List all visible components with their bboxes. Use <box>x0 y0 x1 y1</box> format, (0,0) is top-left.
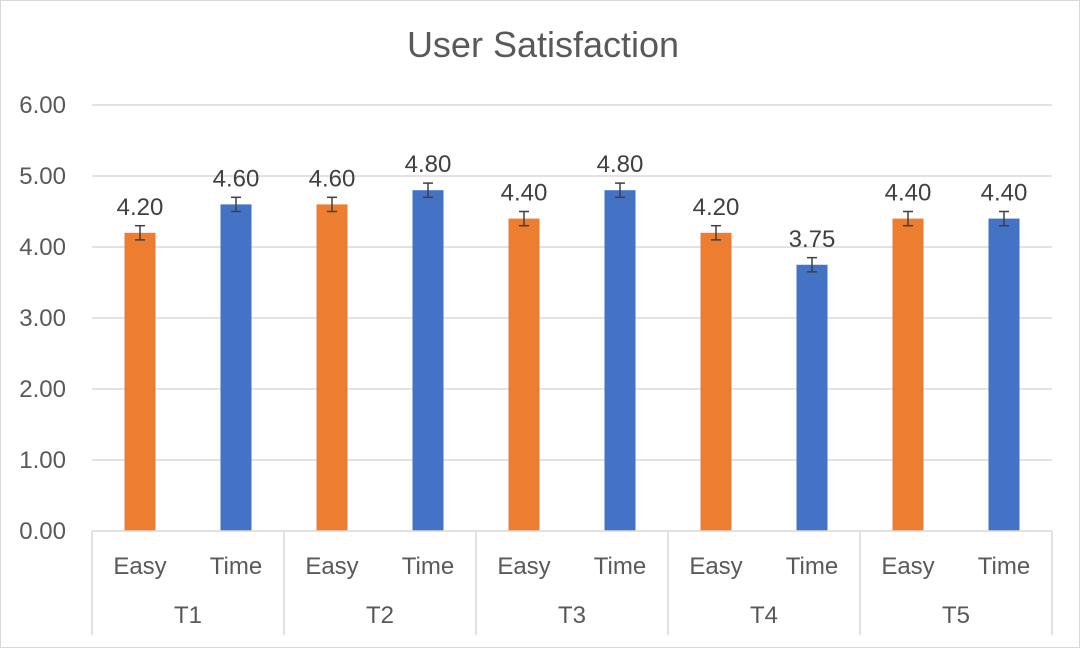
data-label: 4.80 <box>597 151 644 178</box>
y-tick-label: 4.00 <box>19 234 66 261</box>
y-tick-label: 2.00 <box>19 376 66 403</box>
bar-t5-time <box>988 218 1020 531</box>
x-category-label: Easy <box>881 553 934 580</box>
error-bar <box>519 210 529 227</box>
bar-t1-easy <box>124 232 156 532</box>
x-category-label: Time <box>210 553 262 580</box>
y-tick-label: 6.00 <box>19 92 66 119</box>
x-category-label: Time <box>978 553 1030 580</box>
x-category-label: Time <box>594 553 646 580</box>
x-group-label: T1 <box>174 602 202 629</box>
x-category-label: Time <box>786 553 838 580</box>
data-label: 4.40 <box>885 180 932 207</box>
x-category-label: Easy <box>305 553 358 580</box>
x-group-label: T2 <box>366 602 394 629</box>
data-label: 3.75 <box>789 226 836 253</box>
y-tick-label: 1.00 <box>19 447 66 474</box>
error-bar <box>231 196 241 213</box>
x-group-label: T3 <box>558 602 586 629</box>
bar-t4-time <box>796 264 828 531</box>
data-label: 4.40 <box>981 180 1028 207</box>
bar-t2-time <box>412 190 444 531</box>
x-group-label: T5 <box>942 602 970 629</box>
chart-title: User Satisfaction <box>407 24 679 65</box>
y-tick-label: 0.00 <box>19 518 66 545</box>
error-bar <box>807 256 817 273</box>
gridlines <box>92 104 1052 461</box>
data-label: 4.60 <box>309 165 356 192</box>
x-category-label: Easy <box>689 553 742 580</box>
data-label: 4.20 <box>117 194 164 221</box>
y-tick-label: 3.00 <box>19 305 66 332</box>
error-bar <box>999 210 1009 227</box>
bar-t4-easy <box>700 232 732 532</box>
data-label: 4.20 <box>693 194 740 221</box>
x-category-label: Easy <box>113 553 166 580</box>
error-bar <box>903 210 913 227</box>
error-bar <box>423 182 433 199</box>
error-bar <box>711 224 721 241</box>
y-tick-label: 5.00 <box>19 163 66 190</box>
x-axis: Easy Time T1 Easy Time T2 Easy Time T3 Easy Time T4… <box>91 530 1053 635</box>
x-group-label: T4 <box>750 602 778 629</box>
y-axis-ticks: 0.00 1.00 2.00 3.00 4.00 5.00 6.00 <box>19 92 66 545</box>
data-label: 4.40 <box>501 180 548 207</box>
bar-t1-time <box>220 204 252 531</box>
x-category-label: Time <box>402 553 454 580</box>
x-category-label: Easy <box>497 553 550 580</box>
bar-t3-easy <box>508 218 540 531</box>
data-labels: 4.20 4.60 4.60 4.80 4.40 4.80 4.20 3.75 4.40 4.40 <box>117 151 1028 253</box>
error-bar <box>135 224 145 241</box>
data-label: 4.60 <box>213 165 260 192</box>
error-bar <box>327 196 337 213</box>
bar-t3-time <box>604 190 636 531</box>
bars <box>124 190 1020 532</box>
bar-t2-easy <box>316 204 348 531</box>
error-bars <box>135 182 1009 273</box>
bar-t5-easy <box>892 218 924 531</box>
data-label: 4.80 <box>405 151 452 178</box>
error-bar <box>615 182 625 199</box>
